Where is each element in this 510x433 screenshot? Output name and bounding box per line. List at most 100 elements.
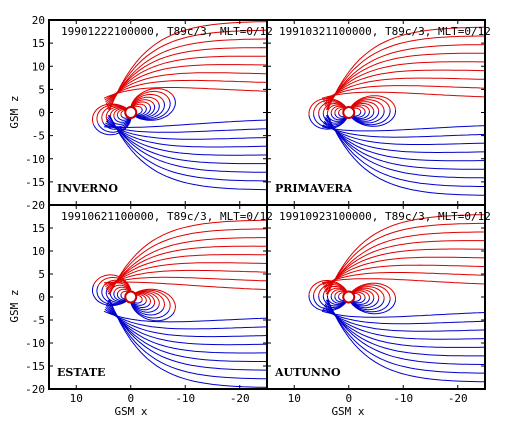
- y-tick-label: 0: [38, 291, 45, 304]
- field-line: [334, 296, 347, 303]
- season-label: ESTATE: [57, 366, 105, 379]
- y-tick-label: -10: [25, 337, 45, 350]
- field-line: [325, 231, 485, 295]
- x-tick-label: -20: [448, 392, 468, 405]
- field-line: [130, 301, 175, 322]
- field-line: [325, 52, 485, 109]
- field-line: [324, 248, 485, 291]
- panel-estate: 19910621100000, T89c/3, MLT=0/12 ESTATE: [49, 204, 273, 390]
- earth-marker: [342, 106, 356, 119]
- field-line: [105, 72, 267, 103]
- field-line: [334, 113, 347, 119]
- field-line: [104, 124, 267, 133]
- field-line: [350, 298, 370, 305]
- field-line: [109, 115, 267, 191]
- field-line: [106, 254, 267, 291]
- field-line: [325, 116, 485, 170]
- field-line: [351, 110, 380, 122]
- field-line: [103, 87, 267, 99]
- y-tick-label: 15: [32, 222, 45, 235]
- season-label: AUTUNNO: [274, 366, 341, 379]
- field-line: [325, 44, 485, 110]
- field-line: [108, 115, 267, 182]
- y-tick-label: 0: [38, 107, 45, 120]
- field-line: [108, 299, 267, 380]
- field-line: [105, 269, 267, 288]
- field-line: [351, 111, 370, 120]
- field-line: [131, 301, 151, 308]
- field-line: [131, 101, 151, 109]
- field-line: [107, 116, 267, 165]
- field-line: [105, 262, 267, 289]
- field-line: [334, 290, 347, 297]
- field-lines: [308, 26, 485, 196]
- field-line: [92, 284, 128, 306]
- season-label: INVERNO: [57, 182, 118, 195]
- field-line: [131, 103, 147, 109]
- y-tick-label: -20: [25, 383, 45, 396]
- x-tick-label: 10: [288, 392, 301, 405]
- field-line: [323, 307, 485, 332]
- field-line: [351, 290, 370, 299]
- field-line: [93, 116, 132, 136]
- field-line: [325, 240, 485, 293]
- field-line: [330, 289, 348, 297]
- field-line: [134, 288, 176, 312]
- field-line: [107, 299, 267, 371]
- panel-title: 19901222100000, T89c/3, MLT=0/12: [61, 25, 273, 38]
- y-tick-label: 10: [32, 245, 45, 258]
- field-line: [351, 289, 375, 299]
- y-tick-label: 10: [32, 60, 45, 73]
- field-line: [135, 293, 147, 303]
- x-tick-label: -20: [230, 392, 250, 405]
- field-line: [134, 104, 156, 118]
- field-lines: [92, 219, 267, 388]
- field-line: [107, 245, 267, 293]
- field-line: [324, 118, 485, 162]
- y-tick-label: 20: [32, 14, 45, 27]
- field-line: [322, 272, 485, 286]
- field-line: [322, 85, 485, 101]
- field-line: [330, 296, 347, 304]
- field-line: [106, 118, 267, 156]
- field-line: [135, 108, 143, 115]
- field-line: [327, 115, 485, 196]
- x-tick-label: 0: [345, 392, 352, 405]
- field-line: [351, 106, 366, 112]
- field-line: [108, 29, 267, 110]
- field-line: [108, 228, 267, 295]
- field-line: [327, 26, 485, 110]
- field-line: [323, 77, 485, 103]
- field-line: [321, 310, 485, 318]
- field-line: [351, 297, 362, 302]
- field-line: [116, 292, 127, 301]
- y-tick-label: -15: [25, 360, 45, 373]
- x-tick-label: -10: [175, 392, 195, 405]
- field-line: [130, 301, 155, 311]
- field-line: [135, 294, 143, 301]
- earth-marker: [342, 290, 356, 304]
- field-line: [321, 125, 485, 132]
- field-line: [93, 274, 132, 293]
- field-line: [352, 291, 366, 298]
- field-line: [113, 116, 131, 123]
- field-line: [352, 293, 362, 298]
- field-line: [109, 299, 267, 388]
- field-lines: [308, 214, 485, 383]
- y-axis-title-upper: GSM z: [8, 95, 21, 128]
- field-line: [325, 299, 485, 365]
- field-line: [350, 282, 396, 300]
- y-axis-title: GSM z: [8, 289, 21, 322]
- y-tick-label: 15: [32, 37, 45, 50]
- field-line: [352, 111, 366, 118]
- field-line: [351, 297, 366, 304]
- field-line: [326, 115, 485, 188]
- field-line: [326, 299, 485, 374]
- left-axis-labels: 20 15 10 5 0 -5 -10 -15 -20 15 10 5 0 -5 -10 -15 -20: [25, 14, 45, 396]
- field-line: [324, 61, 485, 107]
- bottom-axis-labels: 10 0 -10 -20 10 0 -10 -20: [70, 392, 468, 405]
- field-line: [330, 113, 348, 121]
- field-line: [325, 115, 485, 179]
- field-line: [322, 308, 485, 325]
